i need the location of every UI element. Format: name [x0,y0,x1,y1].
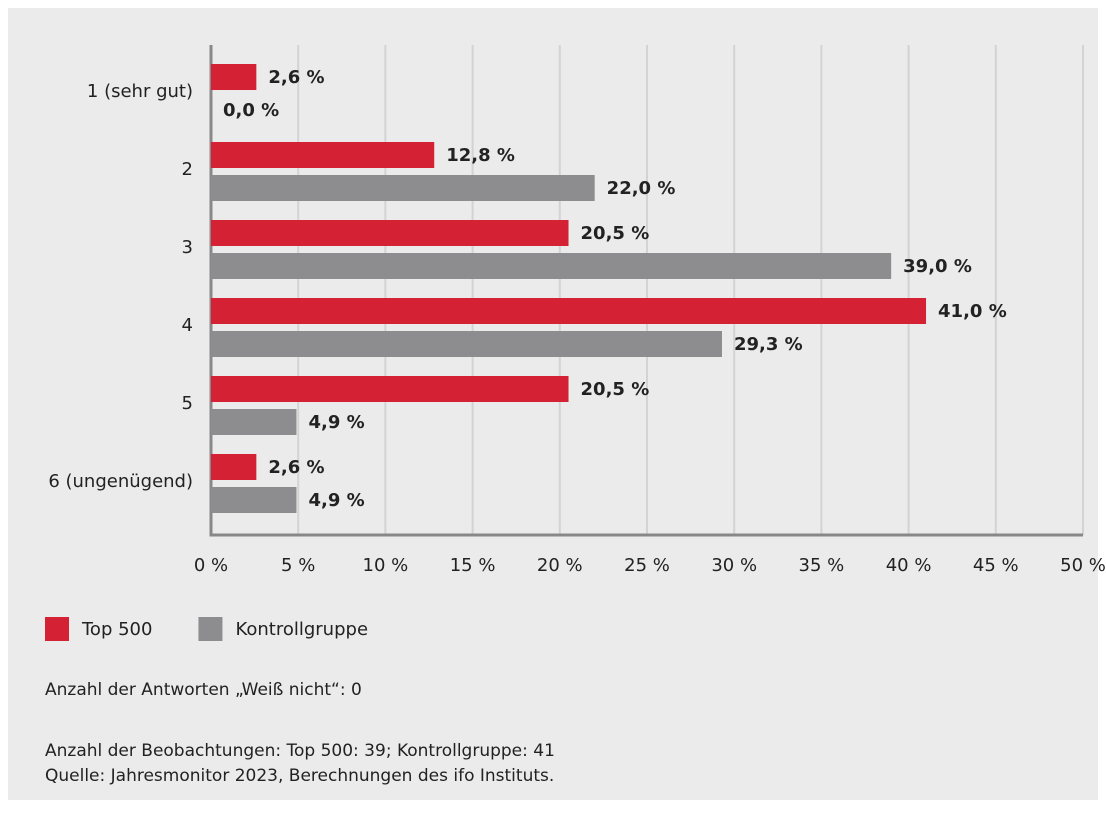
x-tick-label: 35 % [799,555,845,576]
x-tick-label: 30 % [711,555,757,576]
value-label: 12,8 % [446,145,515,166]
value-label: 4,9 % [308,412,364,433]
x-tick-label: 5 % [281,555,315,576]
y-tick-label: 5 [182,393,193,414]
value-label: 2,6 % [268,457,324,478]
value-label: 20,5 % [581,379,650,400]
bar [211,454,257,480]
value-label: 2,6 % [268,67,324,88]
value-label: 41,0 % [938,301,1007,322]
bar [211,409,297,435]
y-tick-label: 1 (sehr gut) [87,81,193,102]
x-tick-label: 0 % [194,555,228,576]
x-tick-label: 15 % [450,555,496,576]
y-tick-label: 6 (ungenügend) [48,471,193,492]
legend-swatch [45,617,69,641]
value-label: 22,0 % [607,178,676,199]
bar [211,175,595,201]
bar [211,487,297,513]
value-label: 20,5 % [581,223,650,244]
legend-label: Top 500 [81,619,152,640]
legend-label: Kontrollgruppe [235,619,368,640]
value-label: 0,0 % [223,100,279,121]
y-tick-label: 3 [182,237,193,258]
x-tick-label: 10 % [363,555,409,576]
x-tick-label: 50 % [1060,555,1106,576]
x-tick-label: 20 % [537,555,583,576]
x-tick-label: 45 % [973,555,1019,576]
x-tick-label: 40 % [886,555,932,576]
bar [211,331,722,357]
bar [211,253,892,279]
bar [211,376,569,402]
value-label: 29,3 % [734,334,803,355]
y-tick-label: 4 [182,315,193,336]
bar [211,64,257,90]
y-tick-label: 2 [182,159,193,180]
bar [211,220,569,246]
note: Quelle: Jahresmonitor 2023, Berechnungen… [45,766,554,786]
value-label: 39,0 % [903,256,972,277]
note: Anzahl der Beobachtungen: Top 500: 39; K… [45,741,555,761]
legend-swatch [198,617,223,641]
background [8,8,1098,800]
x-tick-label: 25 % [624,555,670,576]
bar [211,142,435,168]
note: Anzahl der Antworten „Weiß nicht“: 0 [45,680,362,700]
bar [211,298,927,324]
value-label: 4,9 % [308,490,364,511]
